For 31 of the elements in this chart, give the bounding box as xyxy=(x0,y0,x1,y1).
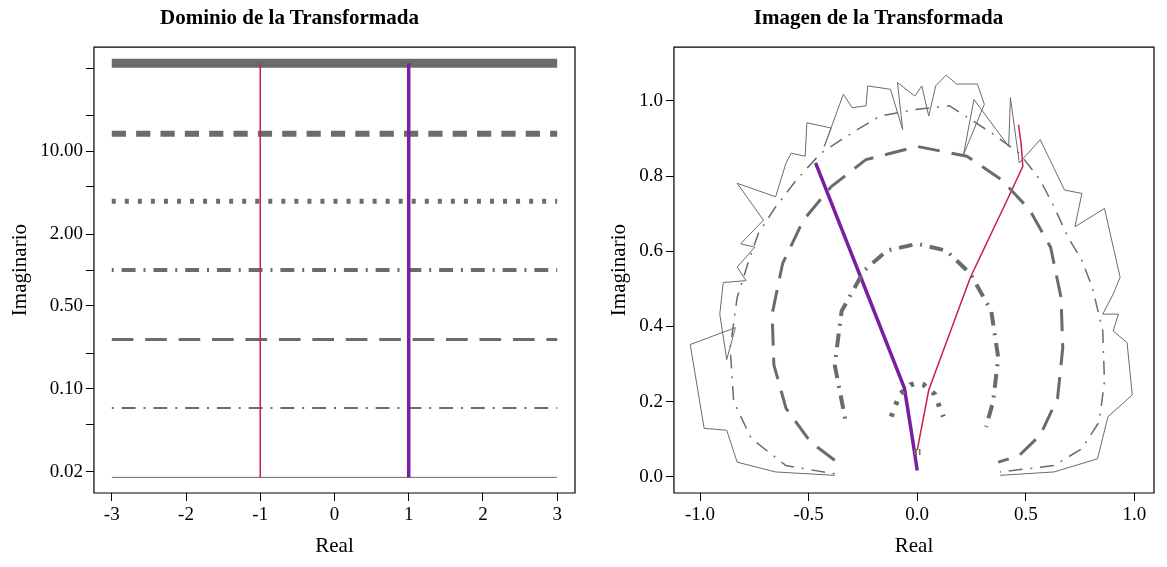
y-axis-title: Imaginario xyxy=(7,224,32,317)
y-tick-label: 1.0 xyxy=(639,88,663,110)
x-tick-label: -1 xyxy=(252,503,269,525)
y-axis-title: Imaginario xyxy=(606,224,631,317)
y-tick-label: 0.10 xyxy=(49,376,83,398)
x-tick-label: 0 xyxy=(329,503,340,525)
x-tick-label: 3 xyxy=(552,503,562,525)
x-tick-label: 1 xyxy=(403,503,414,525)
x-tick-label: 0.0 xyxy=(905,503,930,525)
x-tick-label: -0.5 xyxy=(793,503,824,525)
x-axis-title: Real xyxy=(315,532,354,557)
y-tick-label: 0.8 xyxy=(639,164,663,186)
x-tick-label: -1.0 xyxy=(684,503,716,525)
y-tick-label: 0.02 xyxy=(49,459,83,481)
x-tick-label: 2 xyxy=(478,503,488,525)
y-tick-label: 0.6 xyxy=(639,239,663,261)
y-tick-label: 0.50 xyxy=(49,293,83,315)
y-tick-label: 0.0 xyxy=(639,464,663,486)
y-tick-label: 0.4 xyxy=(639,314,664,336)
y-tick-label: 2.00 xyxy=(49,222,83,244)
y-tick-label: 10.00 xyxy=(40,139,83,161)
x-tick-label: -3 xyxy=(103,503,120,525)
x-tick-label: 1.0 xyxy=(1122,503,1147,525)
x-axis-title: Real xyxy=(894,532,934,557)
line-series xyxy=(770,144,1065,464)
x-tick-label: 0.5 xyxy=(1013,503,1038,525)
x-tick-label: -2 xyxy=(178,503,194,525)
chart-title: Dominio de la Transformada xyxy=(160,5,420,30)
chart-title: Imagen de la Transformada xyxy=(753,5,1004,30)
y-tick-label: 0.2 xyxy=(639,389,663,411)
line-series xyxy=(832,241,1001,429)
